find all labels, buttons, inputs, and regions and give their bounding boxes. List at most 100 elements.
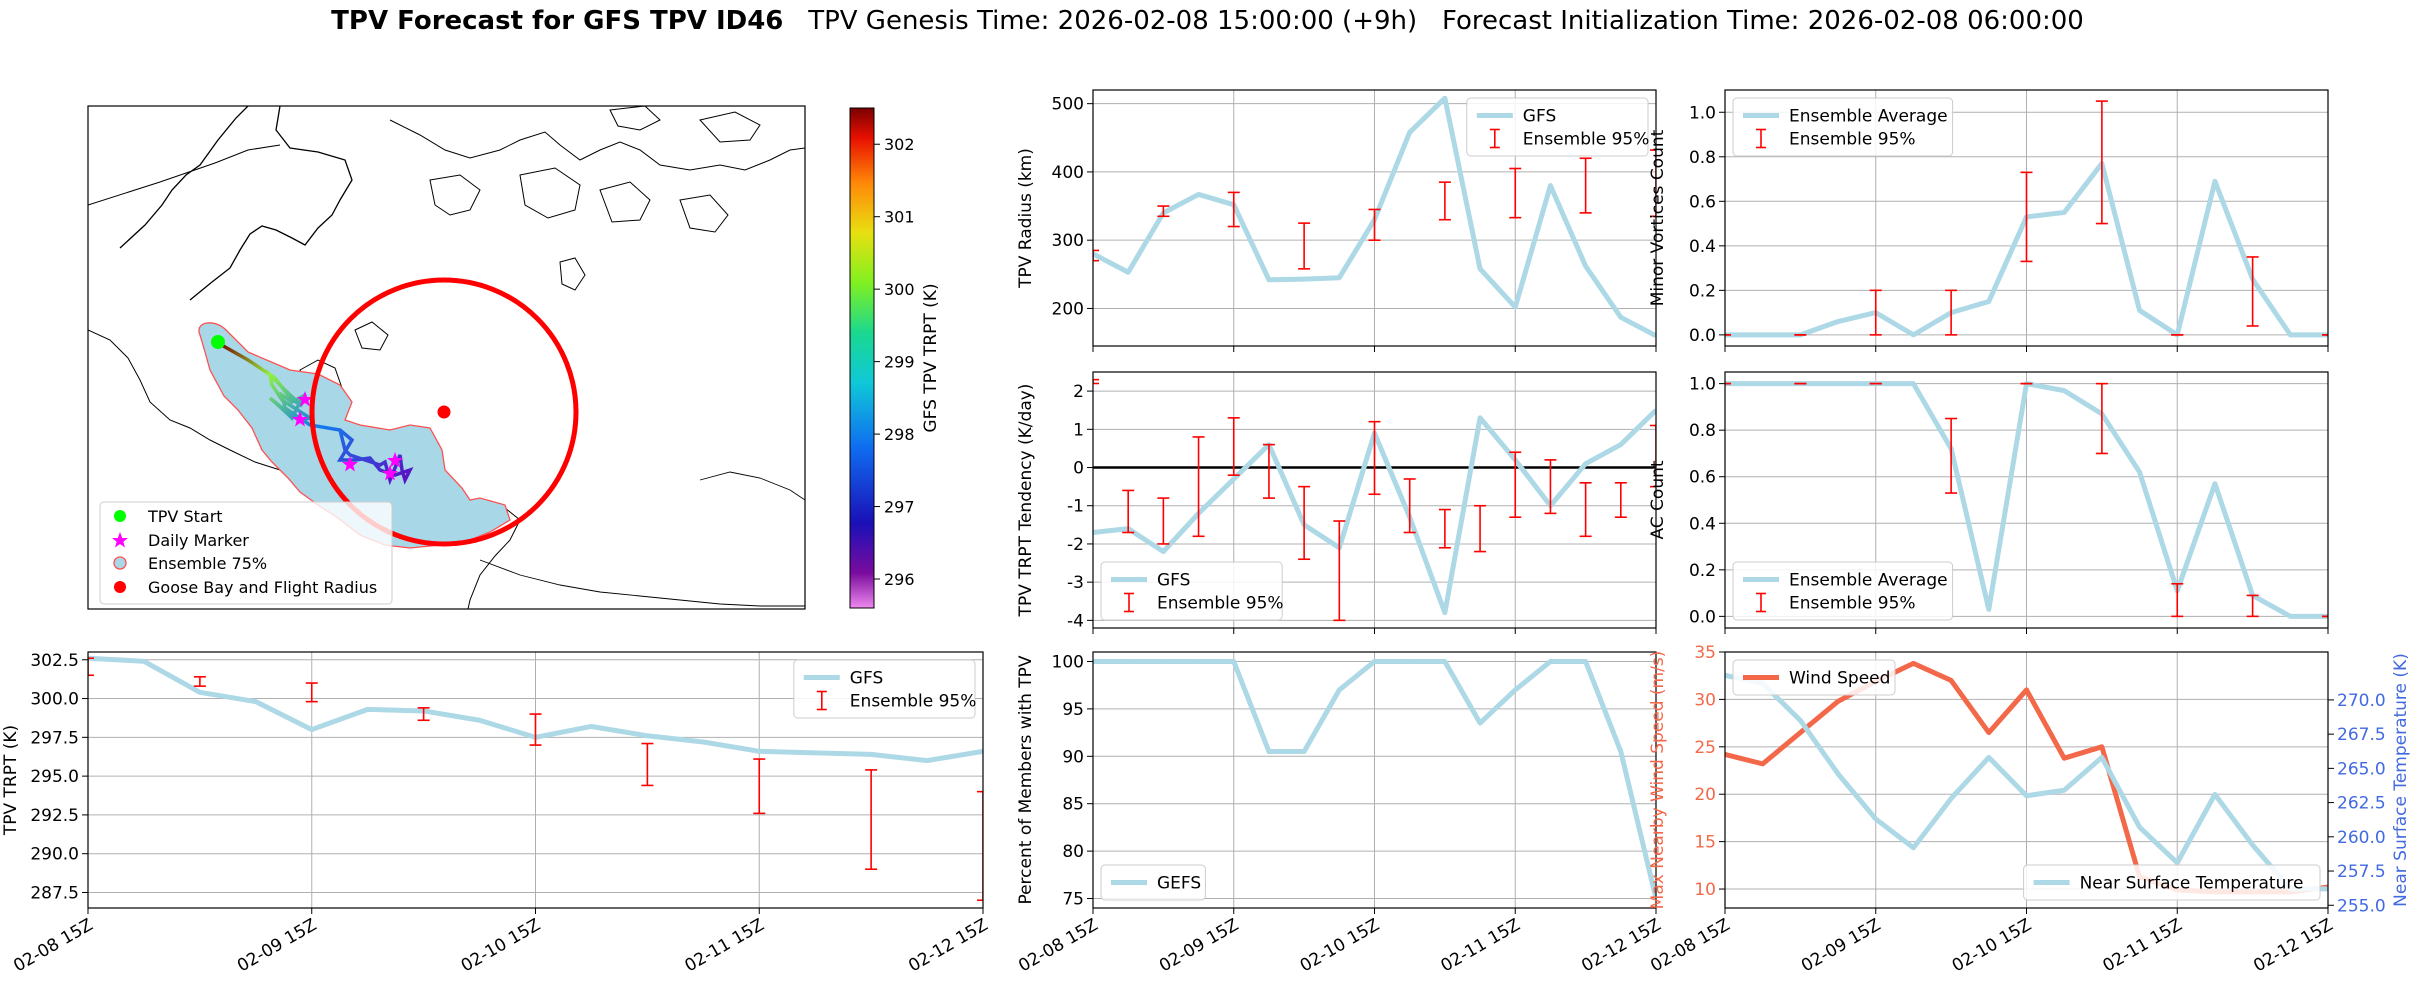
error-bar (2095, 100, 2108, 225)
error-bar (88, 657, 94, 677)
data-point (1620, 443, 1622, 446)
data-point (1912, 662, 1915, 664)
data-point (1444, 612, 1446, 614)
data-point (1444, 97, 1446, 99)
legend-box (2023, 864, 2321, 901)
x-tick-label: 02-11 15Z (1437, 915, 1523, 976)
y-tick-label: 500 (1052, 95, 1084, 115)
genesis-time: TPV Genesis Time: 2026-02-08 15:00:00 (+… (808, 6, 1418, 36)
data-point (1338, 277, 1340, 279)
error-bar (1945, 289, 1958, 336)
error-bar (1093, 378, 1099, 385)
error-bar (1614, 482, 1627, 518)
data-point (2025, 689, 2028, 691)
data-point (367, 708, 369, 711)
chart-tendency: -4 -3 -2 -1 0 1 2 TPV TRPT Tendency (K/day) GFS E… (1016, 371, 1657, 634)
y-tick-label: 0 (1073, 459, 1084, 479)
error-bar (1579, 482, 1592, 538)
plot-area (1093, 378, 1656, 622)
data-point (1127, 271, 1129, 273)
data-point (1409, 660, 1411, 663)
error-bar (1368, 420, 1381, 496)
x-tick-label: 02-08 15Z (1647, 915, 1733, 976)
y-tick-label: 287.5 (30, 883, 79, 903)
error-bar (305, 682, 318, 703)
data-point (1988, 756, 1990, 759)
y-tick-label: 95 (1062, 700, 1084, 720)
error-bar (193, 676, 206, 687)
data-point (1197, 660, 1200, 663)
error-bar (1227, 191, 1240, 228)
coastline-greenland (119, 106, 353, 301)
data-point (1233, 478, 1235, 480)
y-tick-label: 100 (1052, 652, 1084, 672)
data-point (1762, 334, 1764, 336)
y-tick-label: 0.8 (1689, 148, 1716, 168)
error-bar (1333, 520, 1346, 622)
error-bar (1298, 222, 1311, 270)
y-tick-label: 20 (1694, 785, 1716, 805)
data-point (1549, 660, 1552, 663)
error-bar (753, 758, 766, 815)
y-axis-label: TPV Radius (km) (1016, 148, 1036, 289)
y-tick-label: -2 (1067, 535, 1084, 555)
data-point (478, 719, 481, 721)
axes-frame (1092, 651, 1657, 909)
y-tick-label: 25 (1694, 738, 1716, 758)
y-tick-label: -4 (1067, 611, 1084, 631)
error-bar (1093, 249, 1099, 262)
legend-start-icon (114, 510, 126, 522)
error-bar (1509, 167, 1522, 219)
data-point (1197, 193, 1200, 196)
legend-box (1732, 659, 1896, 696)
y-tick-label: 1.0 (1689, 375, 1716, 395)
data-point (1620, 316, 1622, 318)
y-axis-label: Percent of Members with TPV (1016, 655, 1036, 904)
error-bar (1509, 451, 1522, 518)
data-point (2214, 180, 2216, 182)
data-point (1837, 773, 1839, 775)
error-bar (1438, 181, 1451, 221)
data-point (1762, 763, 1764, 765)
error-bar (1474, 504, 1487, 553)
error-bar (1227, 417, 1240, 476)
y-tick-label: 1 (1073, 420, 1084, 440)
data-point (1479, 722, 1481, 724)
y-tick-label: -1 (1067, 497, 1084, 517)
data-point (2101, 756, 2103, 759)
data-point (702, 741, 704, 743)
legend-label: GFS (1157, 571, 1190, 591)
data-point (646, 735, 648, 737)
legend-ensemble-icon (113, 556, 127, 570)
axes-frame (87, 651, 984, 909)
error-bar (529, 713, 542, 746)
data-point (1912, 847, 1915, 849)
data-point (1988, 608, 1990, 610)
y-tick-label: 297.5 (30, 728, 79, 748)
y2-tick-label: 270.0 (2337, 691, 2386, 711)
plot-area (1093, 95, 1656, 338)
y-tick-label: 2 (1073, 382, 1084, 402)
daily-marker-star (382, 465, 398, 481)
error-bar (2246, 594, 2259, 618)
data-point (1762, 383, 1764, 385)
data-point (1127, 660, 1129, 663)
flight-radius-circle (309, 277, 579, 547)
daily-markers (292, 391, 403, 481)
data-point (1514, 689, 1516, 691)
x-tick-label: 02-10 15Z (458, 915, 544, 976)
data-point (2025, 795, 2028, 797)
data-point (1799, 719, 1801, 722)
chart-wind: 10 15 20 25 30 35 Max Nearby Wind Speed (m/s) 2… (1647, 643, 2411, 976)
data-point (1479, 417, 1481, 419)
data-point (1338, 689, 1340, 691)
data-point (1268, 750, 1270, 753)
tpv-start-marker (211, 335, 225, 349)
border-line (88, 144, 281, 206)
axes-frame (1092, 371, 1657, 629)
data-point (1988, 731, 1990, 734)
chart-legend: GFS Ensemble 95% (1100, 561, 1284, 621)
data-point (590, 725, 593, 728)
y2-tick-label: 262.5 (2337, 794, 2386, 814)
chart-legend: Wind Speed (1732, 659, 1896, 696)
